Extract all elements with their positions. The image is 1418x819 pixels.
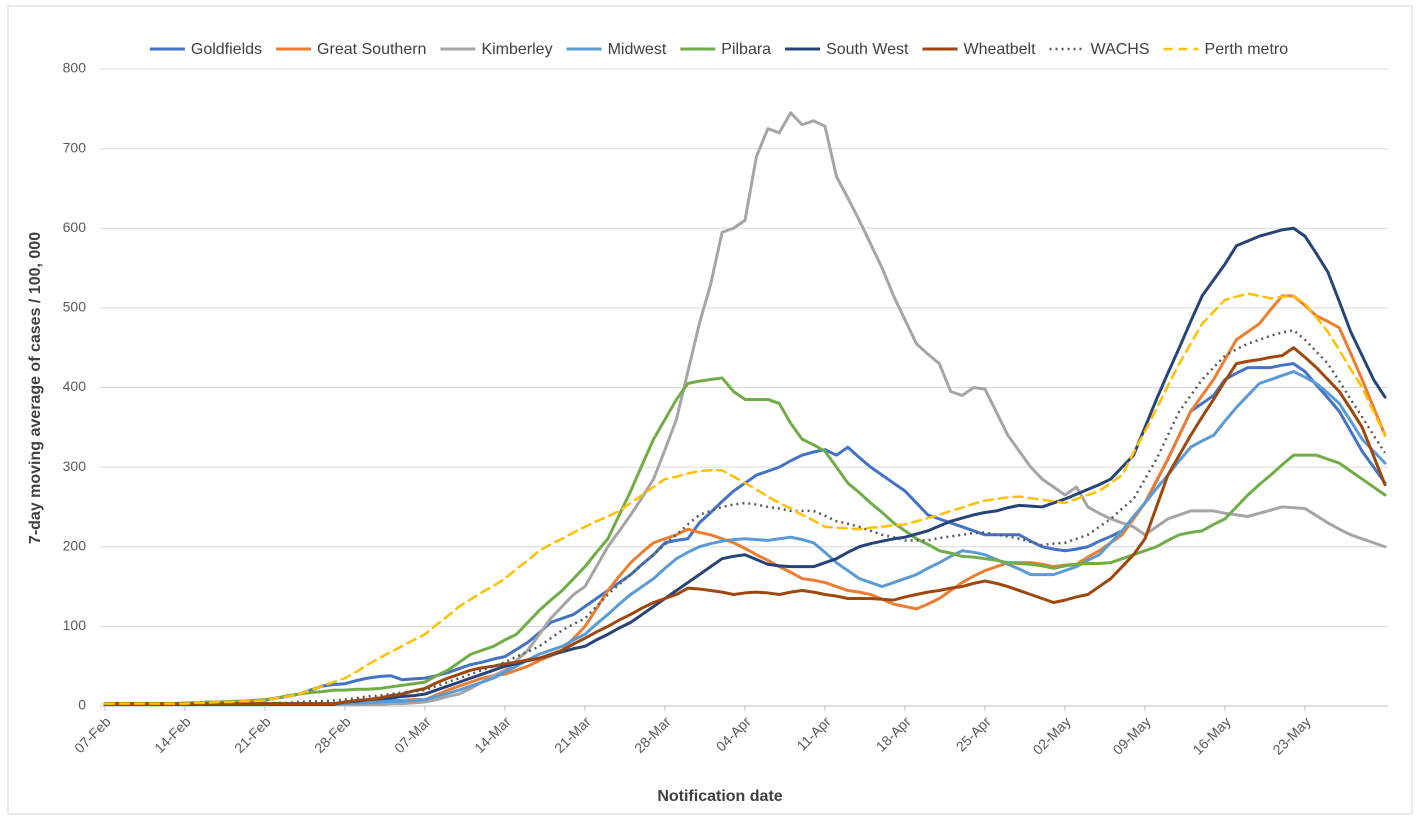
series-line	[103, 292, 1387, 705]
x-tick-label: 11-Apr	[793, 713, 834, 754]
legend: Goldfields Great Southern Kimberley Midwest…	[149, 41, 1289, 58]
legend-item: Pilbara	[680, 41, 771, 58]
legend-label: Wheatbelt	[964, 41, 1037, 58]
legend-label: Goldfields	[191, 41, 262, 58]
y-tick-label: 800	[63, 60, 87, 76]
x-tick-label: 28-Feb	[311, 713, 354, 756]
legend-label: Great Southern	[317, 41, 426, 58]
x-tick-label: 16-May	[1189, 713, 1233, 757]
legend-label: Midwest	[608, 41, 667, 58]
series-line	[103, 294, 1387, 706]
y-tick-label: 400	[63, 378, 87, 394]
legend-item: Perth metro	[1163, 41, 1289, 58]
legend-label: Perth metro	[1205, 41, 1289, 58]
y-tick-label: 700	[63, 139, 87, 155]
legend-item: Goldfields	[149, 41, 262, 58]
x-axis-title: Notification date	[657, 788, 782, 805]
series-line	[105, 328, 1387, 705]
y-tick-label: 600	[63, 219, 87, 235]
y-axis-title: 7-day moving average of cases / 100, 000	[27, 232, 44, 544]
legend-item: Kimberley	[440, 41, 553, 58]
x-tick-label: 18-Apr	[873, 713, 914, 754]
y-tick-label: 500	[63, 299, 87, 315]
x-tick-label: 21-Mar	[551, 713, 594, 756]
legend-label: Kimberley	[481, 41, 552, 58]
x-tick-label: 02-May	[1029, 713, 1073, 757]
x-tick-label: 28-Mar	[631, 713, 674, 756]
x-tick-label: 04-Apr	[713, 713, 754, 754]
y-tick-label: 300	[63, 458, 87, 474]
x-tick-label: 07-Feb	[71, 713, 114, 756]
y-tick-label: 200	[63, 537, 87, 553]
series-line	[103, 370, 1387, 706]
x-tick-label: 07-Mar	[391, 713, 434, 756]
y-tick-label: 0	[78, 697, 86, 713]
legend-item: Wheatbelt	[922, 41, 1037, 58]
x-tick-label: 09-May	[1109, 713, 1153, 757]
legend-label: Pilbara	[721, 41, 771, 58]
series-line	[103, 226, 1387, 706]
chart-border	[7, 5, 1413, 815]
x-tick-label: 23-May	[1269, 713, 1313, 757]
legend-item: WACHS	[1049, 41, 1150, 58]
legend-item: Great Southern	[276, 41, 426, 58]
x-tick-label: 14-Feb	[151, 713, 194, 756]
legend-label: WACHS	[1091, 41, 1150, 58]
legend-label: South West	[826, 41, 909, 58]
x-tick-label: 14-Mar	[471, 713, 514, 756]
y-tick-label: 100	[63, 617, 87, 633]
series-line	[103, 376, 1387, 706]
x-tick-label: 21-Feb	[231, 713, 274, 756]
series-line	[103, 346, 1387, 706]
legend-item: Midwest	[566, 41, 667, 58]
legend-item: South West	[785, 41, 909, 58]
x-tick-label: 25-Apr	[953, 713, 994, 754]
